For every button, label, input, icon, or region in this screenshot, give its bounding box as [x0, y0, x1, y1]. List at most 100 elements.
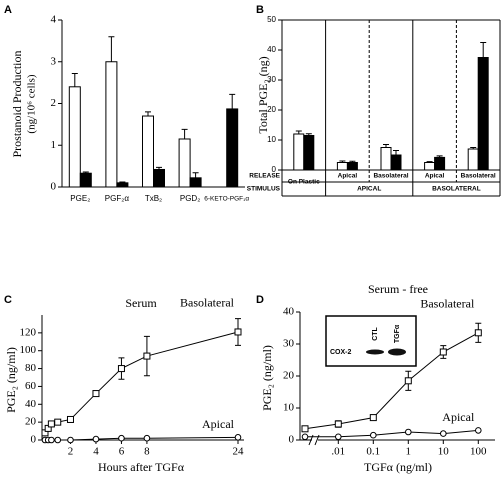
x-tick-label: PGF₂α [105, 194, 130, 203]
group-label: APICAL [357, 186, 381, 193]
y-axis-label: PGE₂ (ng/ml) [260, 345, 274, 411]
y-tick-label: 4 [51, 14, 57, 26]
bar [434, 156, 446, 171]
marker [47, 420, 55, 428]
x-tick-label: 6 [119, 446, 125, 458]
row-label: STIMULUS [247, 186, 281, 193]
bar [380, 147, 392, 171]
bar [142, 115, 154, 188]
y-tick-label: 0 [51, 181, 57, 193]
marker [370, 431, 377, 439]
marker [234, 434, 242, 441]
bar [178, 138, 191, 188]
marker [66, 415, 74, 423]
y-axis-label: (ng/10⁶ cells) [26, 74, 38, 133]
bar [303, 135, 315, 171]
bar [105, 61, 118, 188]
y-tick-label: 40 [25, 398, 37, 410]
error-bar [192, 172, 199, 178]
inset-frame [325, 315, 417, 367]
panel-label: B [256, 4, 264, 16]
x-tick-label: 24 [233, 446, 245, 458]
y-tick-label: 50 [267, 15, 276, 24]
series-line [304, 332, 479, 430]
category-label: Basolateral [373, 173, 408, 180]
x-tick-label: 8 [144, 446, 150, 458]
series-name: Basolateral [180, 296, 235, 310]
x-tick-label: 0.1 [366, 446, 380, 458]
error-bar [108, 36, 115, 62]
y-tick-label: 80 [25, 362, 37, 374]
y-tick-label: 20 [267, 105, 276, 114]
category-label: On Plastic [288, 179, 320, 186]
x-axis [300, 434, 495, 446]
x-tick-label: 100 [470, 446, 487, 458]
y-tick-label: 40 [267, 45, 276, 54]
inset-label: COX-2 [330, 349, 352, 356]
y-axis-label: Prostanoid Production [10, 51, 24, 158]
lane-label: TGFα [394, 324, 401, 343]
error-bar [383, 144, 389, 148]
category-label: Apical [425, 173, 445, 180]
marker [439, 348, 447, 356]
marker [301, 425, 309, 433]
y-tick-label: 20 [283, 370, 295, 382]
error-bar [181, 128, 188, 139]
marker [54, 436, 62, 444]
x-tick-label: TxB₂ [145, 194, 162, 203]
error-bar [145, 111, 151, 117]
bar [424, 162, 436, 171]
error-bar [426, 161, 433, 163]
marker [405, 428, 412, 436]
error-bar [305, 133, 312, 136]
marker [335, 433, 342, 441]
y-tick-label: 40 [283, 306, 295, 318]
row-label: RELEASE [249, 173, 280, 180]
category-label: Basolateral [461, 173, 496, 180]
x-tick-label: 4 [93, 446, 99, 458]
y-axis-label: PGE₂ (ng/ml) [4, 347, 18, 413]
panel-title: Serum - free [368, 282, 428, 296]
y-tick-label: 60 [25, 380, 37, 392]
bar [226, 108, 239, 188]
panel-label: D [256, 294, 264, 306]
series-name: Apical [202, 417, 235, 431]
panel-label: C [4, 294, 12, 306]
group-label: BASOLATERAL [432, 186, 481, 193]
y-tick-label: 0 [31, 434, 37, 446]
y-tick-label: 1 [51, 139, 57, 151]
blot-band [366, 349, 384, 355]
y-tick-label: 30 [267, 75, 276, 84]
marker [92, 435, 100, 443]
error-bar [156, 166, 162, 170]
error-bar [349, 160, 356, 163]
marker [234, 328, 242, 336]
y-axis-label: Total PGE₂ (ng) [256, 56, 270, 133]
y-tick-label: 30 [283, 338, 295, 350]
error-bar [229, 93, 236, 109]
x-tick-label: .01 [331, 446, 345, 458]
marker [117, 365, 125, 373]
bar [293, 133, 305, 171]
bar [189, 177, 202, 188]
x-tick-label: PGD₂ [180, 194, 200, 203]
panel-label: A [4, 4, 12, 16]
x-tick-label: 6-KETO-PGF₁α [204, 196, 249, 203]
marker [143, 352, 151, 360]
error-bar [295, 130, 302, 134]
error-bar [436, 155, 443, 158]
marker [440, 430, 447, 437]
x-axis-label: TGFα (ng/ml) [364, 460, 432, 474]
blot-band [388, 348, 406, 356]
marker [48, 436, 55, 444]
marker [118, 434, 125, 442]
marker [334, 420, 342, 428]
marker [474, 329, 482, 337]
series-name: Basolateral [420, 297, 475, 311]
marker [301, 433, 309, 441]
marker [67, 436, 74, 444]
y-tick-label: 2 [51, 97, 57, 109]
y-tick-label: 120 [20, 326, 37, 338]
marker [92, 390, 100, 398]
